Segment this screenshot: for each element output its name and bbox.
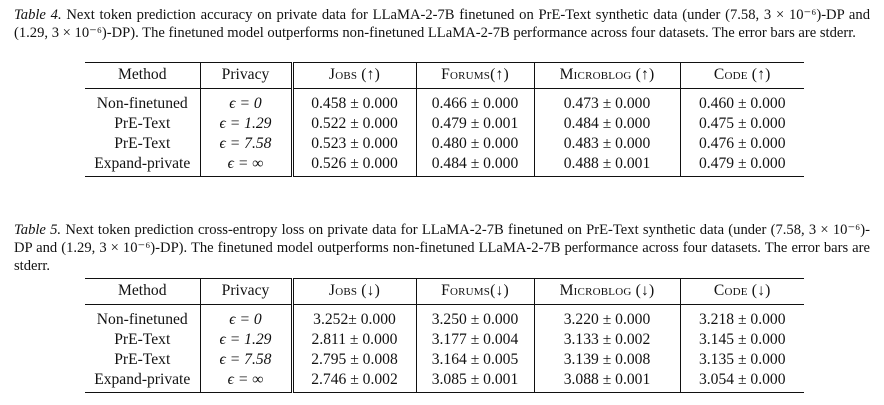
cell-forums: 0.480 ± 0.000: [415, 134, 534, 154]
cell-jobs: 2.795 ± 0.008: [290, 350, 416, 370]
table-5-cross-entropy: Method Privacy Jobs (↓) Forums(↓) Microb…: [85, 278, 804, 393]
cell-method: PrE-Text: [114, 351, 171, 368]
cell-code: 0.475 ± 0.000: [679, 114, 804, 134]
header-method: Method: [85, 278, 200, 305]
table-row: Non-finetuned ϵ = 0 0.458 ± 0.000 0.466 …: [85, 88, 804, 114]
cell-microblog: 0.488 ± 0.001: [533, 154, 680, 177]
cell-forums: 3.177 ± 0.004: [415, 330, 534, 350]
cell-jobs: 0.523 ± 0.000: [290, 134, 416, 154]
cell-code: 3.218 ± 0.000: [679, 304, 804, 330]
header-code: Code (↑): [679, 62, 804, 89]
table-header-row: Method Privacy Jobs (↑) Forums(↑) Microb…: [85, 62, 804, 89]
table-row: Expand-private ϵ = ∞ 0.526 ± 0.000 0.484…: [85, 154, 804, 177]
cell-jobs: 0.458 ± 0.000: [290, 88, 416, 114]
cell-jobs: 2.811 ± 0.000: [290, 330, 416, 350]
cell-privacy: ϵ = 0: [199, 304, 292, 330]
cell-code: 0.476 ± 0.000: [679, 134, 804, 154]
cell-jobs: 0.522 ± 0.000: [290, 114, 416, 134]
cell-method: Non-finetuned: [96, 95, 188, 112]
cell-jobs: 3.252± 0.000: [290, 304, 416, 330]
cell-microblog: 3.139 ± 0.008: [533, 350, 680, 370]
cell-privacy: ϵ = 0: [199, 88, 292, 114]
table-5-caption-label: Table 5.: [14, 222, 62, 238]
header-privacy: Privacy: [199, 278, 292, 305]
table-4-caption: Table 4. Next token prediction accuracy …: [14, 6, 870, 42]
cell-privacy: ϵ = 7.58: [199, 134, 292, 154]
cell-forums: 3.250 ± 0.000: [415, 304, 534, 330]
cell-forums: 0.484 ± 0.000: [415, 154, 534, 177]
cell-method: Expand-private: [85, 370, 200, 393]
cell-microblog: 0.484 ± 0.000: [533, 114, 680, 134]
cell-code: 0.460 ± 0.000: [679, 88, 804, 114]
cell-microblog: 3.133 ± 0.002: [533, 330, 680, 350]
cell-jobs: 2.746 ± 0.002: [290, 370, 416, 393]
cell-forums: 0.466 ± 0.000: [415, 88, 534, 114]
cell-privacy: ϵ = ∞: [199, 154, 292, 177]
table-5-caption: Table 5. Next token prediction cross-ent…: [14, 221, 870, 275]
header-code: Code (↓): [679, 278, 804, 305]
cell-method: PrE-Text: [114, 115, 171, 132]
cell-forums: 0.479 ± 0.001: [415, 114, 534, 134]
cell-code: 3.054 ± 0.000: [679, 370, 804, 393]
table-5-caption-text: Next token prediction cross-entropy loss…: [14, 222, 870, 274]
header-microblog: Microblog (↓): [533, 278, 680, 305]
cell-privacy: ϵ = 1.29: [199, 114, 292, 134]
cell-microblog: 0.483 ± 0.000: [533, 134, 680, 154]
header-privacy: Privacy: [199, 62, 292, 89]
cell-code: 0.479 ± 0.000: [679, 154, 804, 177]
table-row: PrE-Text ϵ = 1.29 0.522 ± 0.000 0.479 ± …: [85, 114, 804, 134]
cell-privacy: ϵ = 7.58: [199, 350, 292, 370]
cell-method: Expand-private: [85, 154, 200, 177]
table-row: PrE-Text ϵ = 7.58 2.795 ± 0.008 3.164 ± …: [85, 350, 804, 370]
cell-method: PrE-Text: [114, 135, 171, 152]
cell-method: Non-finetuned: [96, 311, 188, 328]
table-4-caption-text: Next token prediction accuracy on privat…: [14, 7, 870, 41]
cell-microblog: 3.088 ± 0.001: [533, 370, 680, 393]
cell-method: PrE-Text: [114, 331, 171, 348]
table-header-row: Method Privacy Jobs (↓) Forums(↓) Microb…: [85, 278, 804, 305]
table-4-accuracy: Method Privacy Jobs (↑) Forums(↑) Microb…: [85, 62, 804, 177]
cell-privacy: ϵ = ∞: [199, 370, 292, 393]
table-row: Non-finetuned ϵ = 0 3.252± 0.000 3.250 ±…: [85, 304, 804, 330]
cell-code: 3.145 ± 0.000: [679, 330, 804, 350]
cell-forums: 3.085 ± 0.001: [415, 370, 534, 393]
header-jobs: Jobs (↓): [290, 278, 416, 305]
header-forums: Forums(↓): [415, 278, 534, 305]
table-row: PrE-Text ϵ = 1.29 2.811 ± 0.000 3.177 ± …: [85, 330, 804, 350]
cell-jobs: 0.526 ± 0.000: [290, 154, 416, 177]
header-method: Method: [85, 62, 200, 89]
cell-microblog: 3.220 ± 0.000: [533, 304, 680, 330]
cell-microblog: 0.473 ± 0.000: [533, 88, 680, 114]
table-row: Expand-private ϵ = ∞ 2.746 ± 0.002 3.085…: [85, 370, 804, 393]
cell-privacy: ϵ = 1.29: [199, 330, 292, 350]
table-4-caption-label: Table 4.: [14, 7, 62, 23]
header-jobs: Jobs (↑): [290, 62, 416, 89]
table-row: PrE-Text ϵ = 7.58 0.523 ± 0.000 0.480 ± …: [85, 134, 804, 154]
cell-code: 3.135 ± 0.000: [679, 350, 804, 370]
header-microblog: Microblog (↑): [533, 62, 680, 89]
cell-forums: 3.164 ± 0.005: [415, 350, 534, 370]
header-forums: Forums(↑): [415, 62, 534, 89]
